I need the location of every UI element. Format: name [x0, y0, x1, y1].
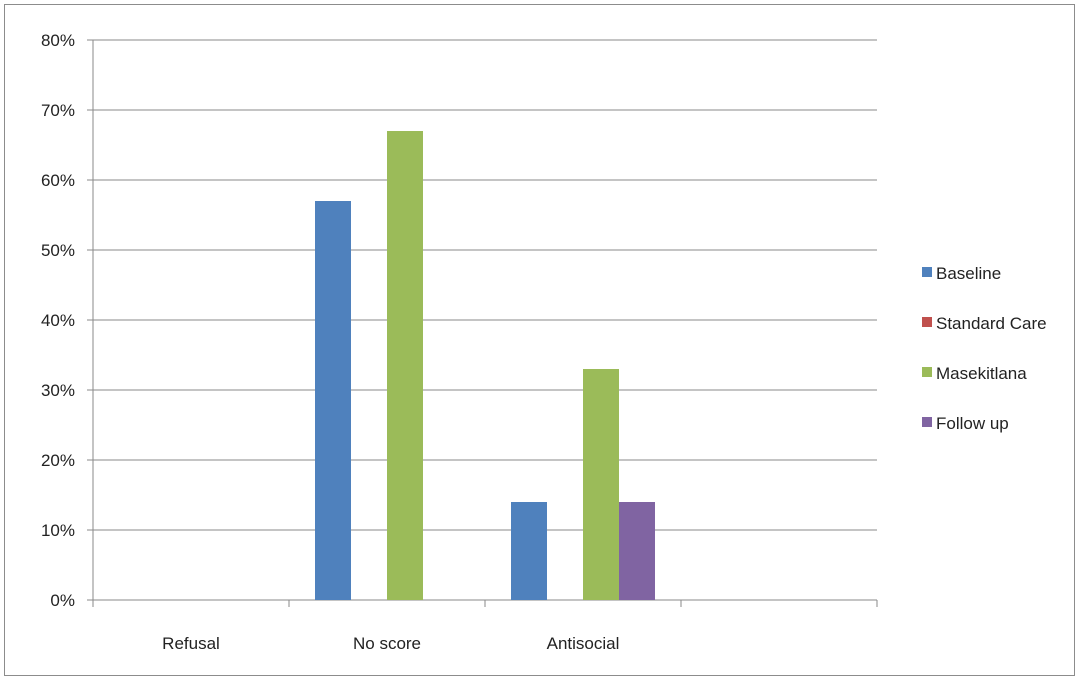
- bar-masekitlana: [583, 369, 619, 600]
- bar-baseline: [315, 201, 351, 600]
- legend-label: Baseline: [936, 264, 1001, 283]
- y-axis-tick-labels: 0% 10% 20% 30% 40% 50% 60% 70% 80%: [41, 31, 75, 610]
- legend-label: Follow up: [936, 414, 1009, 433]
- legend-swatch: [922, 317, 932, 327]
- bar-baseline: [511, 502, 547, 600]
- y-tick-label: 10%: [41, 521, 75, 540]
- legend-label: Standard Care: [936, 314, 1047, 333]
- y-tick-label: 20%: [41, 451, 75, 470]
- x-tick-label: Refusal: [162, 634, 220, 653]
- legend-swatch: [922, 417, 932, 427]
- bar-follow-up: [619, 502, 655, 600]
- x-tick-label: No score: [353, 634, 421, 653]
- y-tick-label: 0%: [50, 591, 75, 610]
- legend-label: Masekitlana: [936, 364, 1027, 383]
- y-tick-label: 70%: [41, 101, 75, 120]
- x-tick-label: Antisocial: [547, 634, 620, 653]
- y-tick-label: 60%: [41, 171, 75, 190]
- legend: Baseline Standard Care Masekitlana Follow u…: [922, 264, 1047, 433]
- legend-swatch: [922, 367, 932, 377]
- bar-masekitlana: [387, 131, 423, 600]
- y-tick-label: 40%: [41, 311, 75, 330]
- gridlines: [93, 39, 877, 531]
- axes: [87, 39, 878, 607]
- x-axis-tick-labels: Refusal No score Antisocial: [162, 634, 619, 653]
- y-tick-label: 80%: [41, 31, 75, 50]
- y-tick-label: 50%: [41, 241, 75, 260]
- legend-swatch: [922, 267, 932, 277]
- bars: [315, 131, 655, 600]
- y-tick-label: 30%: [41, 381, 75, 400]
